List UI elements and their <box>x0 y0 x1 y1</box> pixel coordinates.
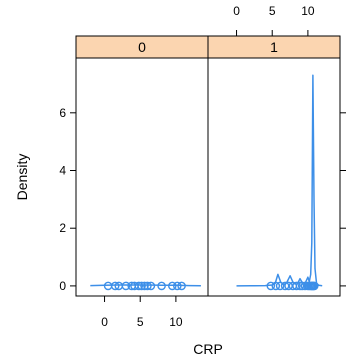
data-point-panel-0 <box>134 281 144 291</box>
plot-frame-panel-1 <box>207 57 341 297</box>
y-axis-label: Density <box>14 154 30 201</box>
data-point-panel-1 <box>309 281 319 291</box>
data-point-panel-0 <box>172 281 182 291</box>
x-tick-label-bottom: 0 <box>101 315 108 329</box>
data-point-panel-0 <box>146 281 156 291</box>
panel-1: 1 <box>207 35 341 297</box>
data-point-panel-0 <box>121 281 131 291</box>
strip-label-panel-1: 1 <box>270 39 278 55</box>
x-tick-label-bottom: 10 <box>169 315 183 329</box>
y-axis-left: 0 2 4 6 <box>59 106 76 293</box>
density-line-panel-1 <box>236 74 323 287</box>
y-tick-label: 6 <box>59 106 66 120</box>
x-tick-label-top: 5 <box>269 4 276 18</box>
data-point-panel-0 <box>143 281 152 291</box>
x-tick-label-top: 10 <box>301 4 315 18</box>
data-point-panel-1 <box>275 281 285 291</box>
data-point-panel-1 <box>271 281 281 291</box>
data-point-panel-0 <box>137 281 146 291</box>
strip-label-panel-0: 0 <box>138 39 146 55</box>
data-point-panel-0 <box>167 281 177 291</box>
marks-panel-0 <box>90 281 201 291</box>
panel-0: 0 <box>75 35 209 297</box>
y-tick-label: 4 <box>59 164 66 178</box>
data-point-panel-0 <box>177 281 186 291</box>
data-point-panel-1 <box>292 281 301 291</box>
y-axis-right <box>340 112 346 287</box>
y-tick-label: 2 <box>59 221 66 235</box>
x-tick-label-top: 0 <box>233 4 240 18</box>
x-axis-top-panel-1: 0 5 10 <box>233 4 315 36</box>
x-axis-label: CRP <box>193 341 223 357</box>
data-point-panel-1 <box>266 281 276 291</box>
y-tick-label: 0 <box>59 279 66 293</box>
x-tick-label-bottom: 5 <box>137 315 144 329</box>
marks-panel-1 <box>236 74 323 291</box>
plot-frame-panel-0 <box>75 57 209 297</box>
data-point-panel-0 <box>157 281 166 291</box>
data-point-panel-0 <box>110 281 120 291</box>
x-axis-bottom-panel-0: 0 5 10 <box>101 296 183 329</box>
data-point-panel-0 <box>140 281 149 291</box>
